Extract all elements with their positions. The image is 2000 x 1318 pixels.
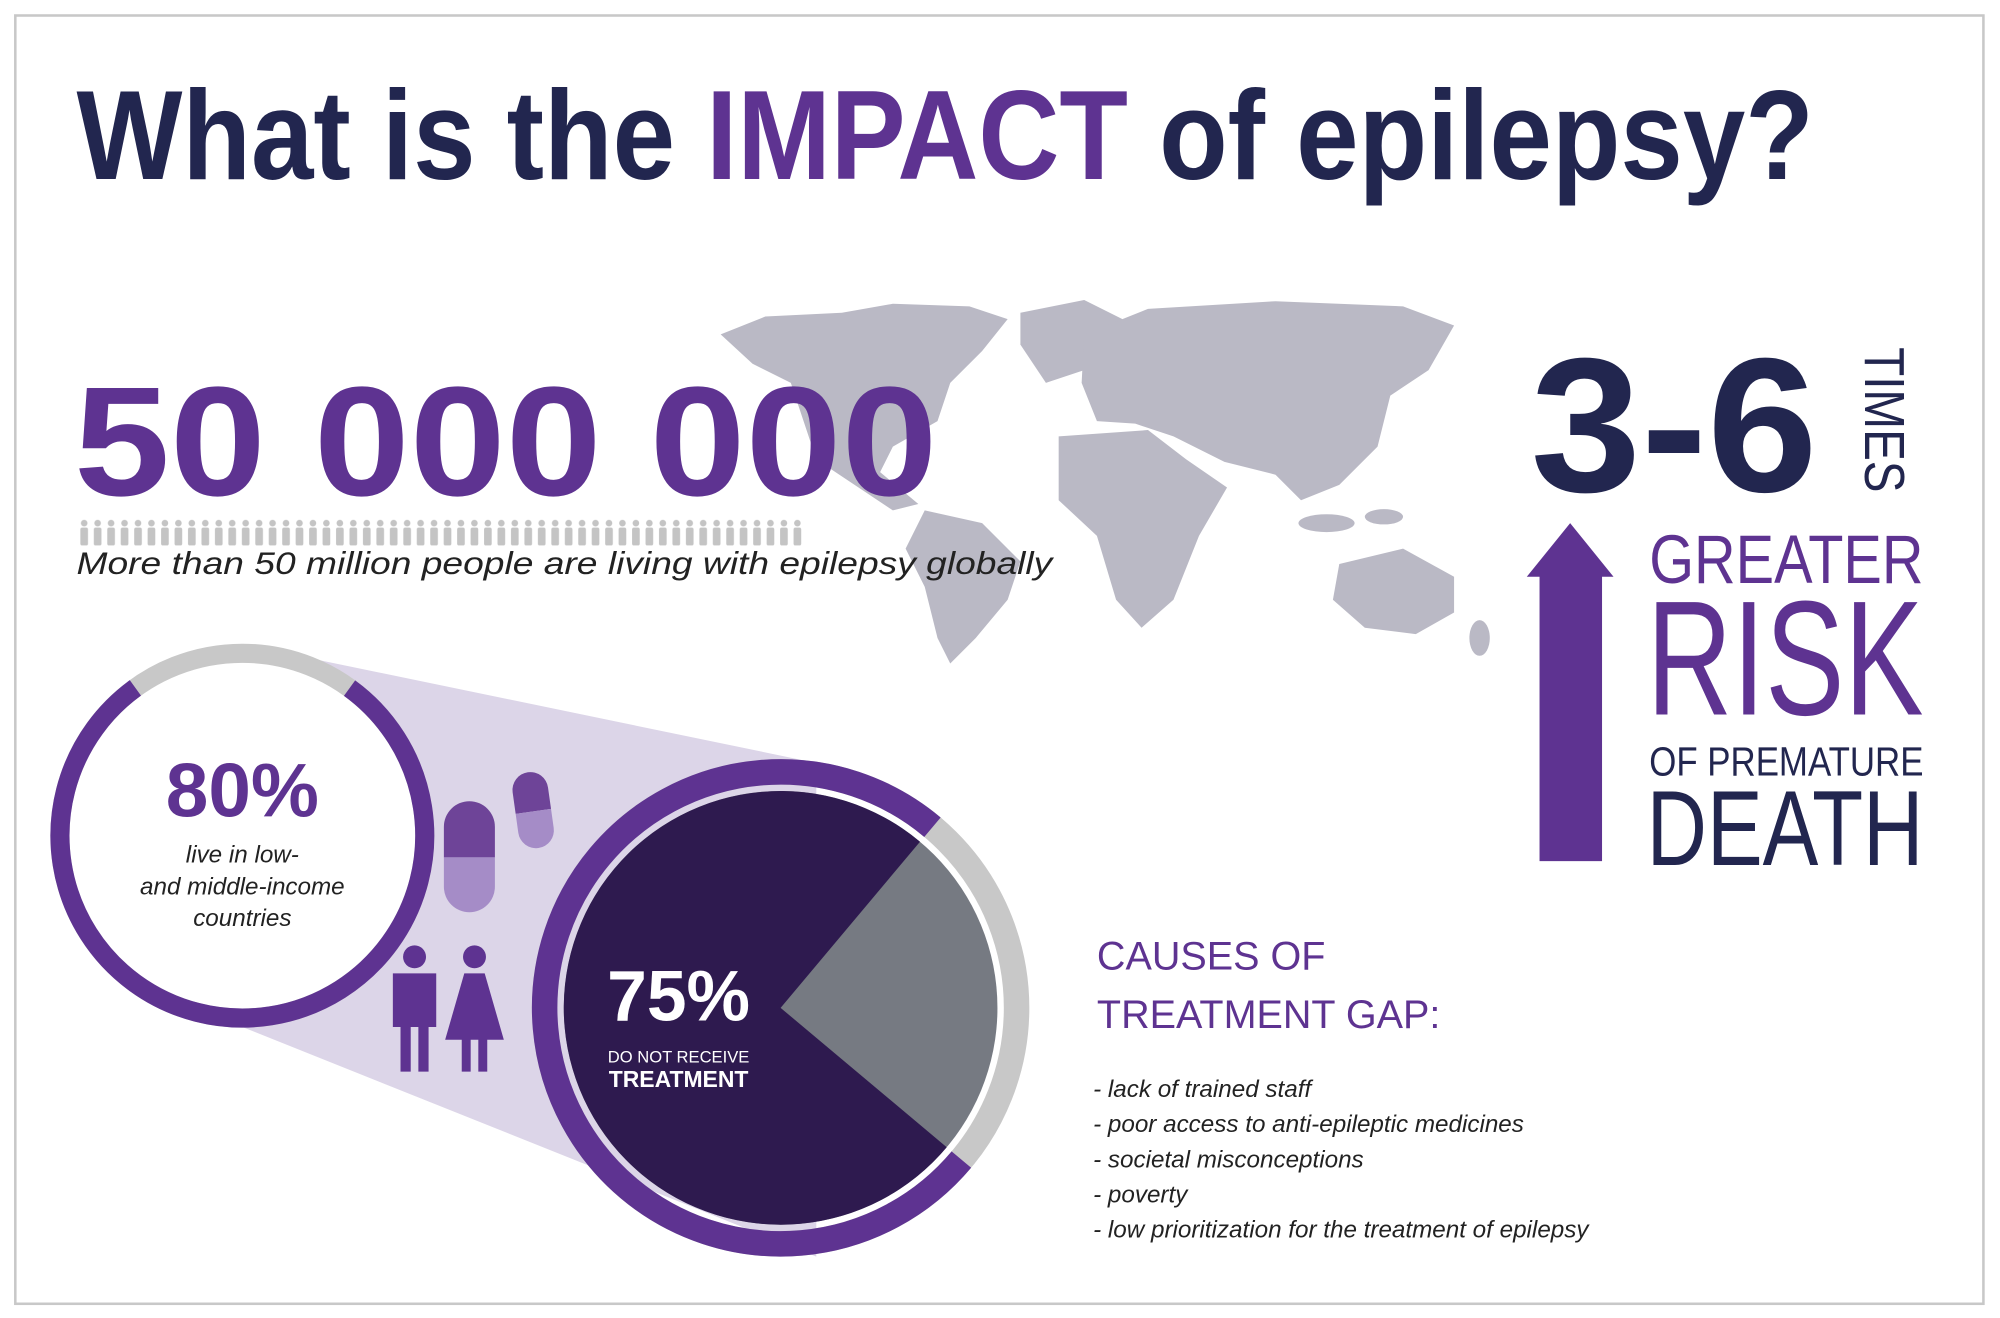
risk-line: OF PREMATURE bbox=[1649, 739, 1923, 785]
causes-list: - lack of trained staff - poor access to … bbox=[1093, 1076, 1590, 1243]
note-line: TREATMENT bbox=[609, 1066, 749, 1092]
ring-arc bbox=[50, 643, 435, 1028]
unit: TIMES bbox=[1853, 347, 1916, 492]
note-line: countries bbox=[193, 905, 291, 932]
risk-line: RISK bbox=[1647, 566, 1924, 749]
causes-heading: TREATMENT GAP: bbox=[1097, 993, 1440, 1037]
world-map bbox=[720, 299, 1490, 664]
ring-arc bbox=[531, 759, 1030, 1257]
title: What is the IMPACT of epilepsy? bbox=[77, 65, 1814, 207]
cause-item: - societal misconceptions bbox=[1093, 1146, 1364, 1173]
percent-80: 80% bbox=[166, 749, 319, 834]
cause-item: - lack of trained staff bbox=[1093, 1076, 1313, 1103]
causes-heading: CAUSES OF bbox=[1097, 935, 1325, 979]
risk-line: DEATH bbox=[1647, 768, 1924, 888]
multiplier: 3-6 bbox=[1531, 318, 1818, 532]
arrow bbox=[1526, 523, 1614, 862]
cause-item: - low prioritization for the treatment o… bbox=[1093, 1216, 1590, 1243]
note-line: live in low- bbox=[186, 841, 299, 868]
big-number: 50 000 000 bbox=[74, 354, 938, 528]
pills bbox=[443, 772, 554, 913]
note-line: and middle-income bbox=[140, 873, 345, 900]
donut-inner bbox=[59, 653, 425, 1019]
title-highlight: IMPACT bbox=[706, 65, 1128, 207]
people-row bbox=[77, 519, 805, 548]
cause-item: - poor access to anti-epileptic medicine… bbox=[1093, 1111, 1524, 1138]
cause-item: - poverty bbox=[1093, 1181, 1189, 1208]
title-part: What is the bbox=[77, 65, 707, 207]
risk-line: GREATER bbox=[1649, 521, 1923, 598]
charts bbox=[50, 643, 1030, 1257]
percent-75: 75% bbox=[607, 957, 750, 1037]
title-part: of epilepsy? bbox=[1128, 65, 1814, 207]
caption: More than 50 million people are living w… bbox=[77, 545, 1055, 581]
pie-slice bbox=[563, 791, 947, 1225]
note-line: DO NOT RECEIVE bbox=[608, 1048, 750, 1067]
people-icons bbox=[392, 945, 504, 1072]
